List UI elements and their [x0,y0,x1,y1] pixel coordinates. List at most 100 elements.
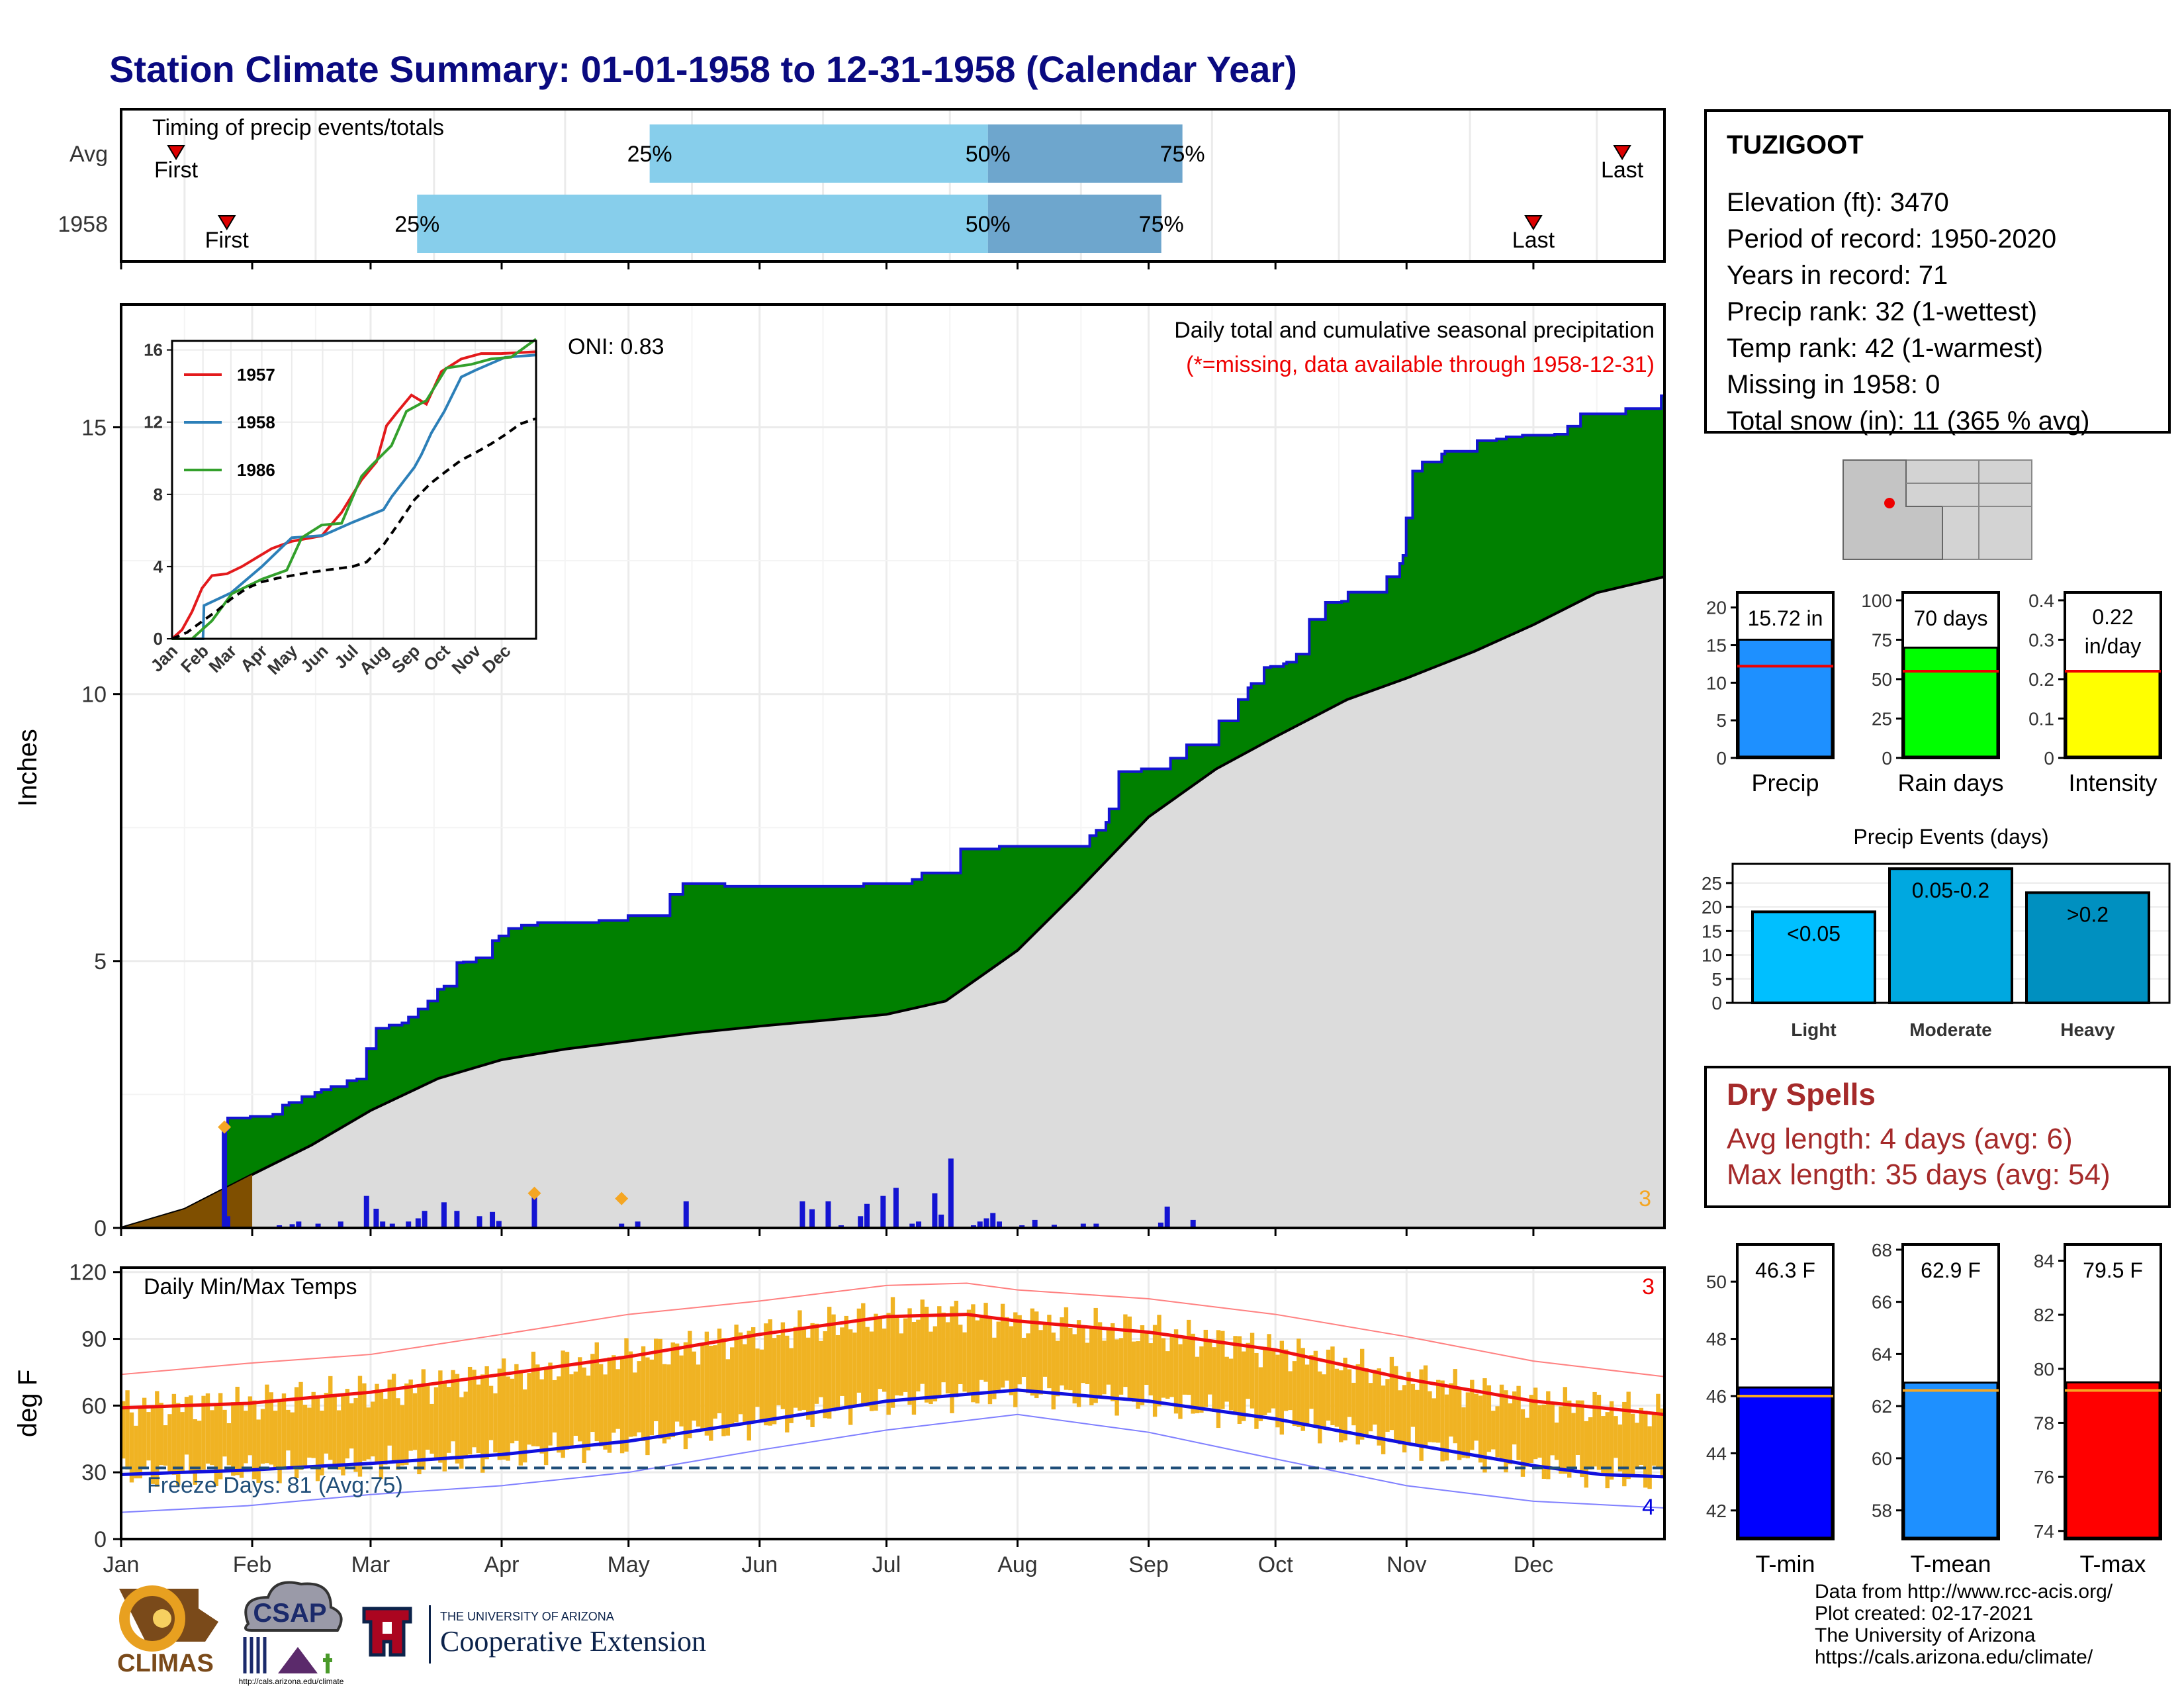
daily-temp-bar [269,1392,274,1465]
daily-temp-bar [1508,1403,1512,1465]
daily-temp-bar [502,1358,506,1460]
daily-temp-bar [252,1400,257,1479]
daily-temp-bar [514,1364,519,1441]
daily-temp-bar [721,1338,726,1436]
daily-temp-bar [1042,1323,1048,1377]
daily-temp-bar [1377,1368,1381,1446]
daily-temp-bar [1173,1329,1179,1414]
daily-precip-bar [683,1201,689,1228]
daily-temp-bar [785,1335,790,1432]
station-details: Elevation (ft): 3470 Period of record: 1… [1727,185,2089,440]
daily-temp-bar [1647,1426,1652,1489]
csap-logo-url: http://cals.arizona.edu/climate [239,1677,344,1686]
daily-temp-bar [586,1376,591,1451]
daily-temp-bar [218,1393,223,1479]
daily-temp-bar [442,1382,447,1472]
daily-precip-bar [315,1223,321,1228]
summary-bar-label: Rain days [1897,769,2003,796]
daily-temp-bar [184,1397,189,1455]
daily-temp-bar [1034,1311,1039,1399]
daily-temp-bar [692,1351,696,1421]
daily-temp-bar [941,1312,946,1383]
temp-summary-bar-1: 58 60 62 64 66 68 62.9 F T-mean [1872,1240,2000,1577]
daily-temp-bar [945,1322,950,1393]
dry-spells-title: Dry Spells [1727,1077,1876,1111]
daily-temp-bar [1630,1413,1635,1477]
daily-temp-bar [1220,1331,1225,1409]
daily-temp-bar [1191,1333,1195,1414]
daily-temp-bar [1605,1412,1610,1489]
daily-temp-bar [1199,1346,1204,1413]
daily-temp-bar [996,1321,1001,1390]
daily-temp-bar [1300,1348,1305,1431]
daily-precip-bar [990,1213,996,1228]
timing-panel-border [120,108,1666,263]
daily-temp-bar [861,1303,866,1404]
events-ytick-label: 15 [1702,921,1722,941]
temp-bar-ytick-label: 66 [1872,1292,1892,1313]
events-ytick-label: 25 [1702,873,1722,894]
daily-temp-bar [1444,1394,1449,1461]
daily-temp-bar [459,1397,464,1469]
daily-temp-bar [1355,1364,1360,1445]
daily-precip-bar [983,1218,989,1228]
daily-temp-bar [1250,1333,1255,1409]
daily-temp-bar [1309,1355,1314,1409]
daily-precip-bar [1190,1219,1196,1228]
daily-temp-bar [1304,1364,1310,1425]
daily-temp-bar [1457,1388,1462,1460]
daily-temp-bar [1076,1320,1081,1407]
last-event-marker [1613,145,1631,160]
daily-temp-bar [1085,1342,1090,1385]
summary-bar-2: 0 0.1 0.2 0.3 0.4 0.22 in/day Intensity [2028,590,2162,796]
daily-temp-bar [1575,1400,1580,1456]
daily-temp-bar [1148,1343,1153,1395]
temp-bar-ytick-label: 60 [1872,1448,1892,1469]
daily-precip-bar [996,1221,1002,1228]
temp-summary-bar-0: 42 44 46 48 50 46.3 F T-min [1706,1243,1835,1577]
station-info-box: TUZIGOOT Elevation (ft): 3470 Period of … [1704,109,2171,436]
daily-temp-bar [235,1386,240,1476]
daily-temp-bar [1423,1365,1428,1448]
daily-temp-bar [827,1307,832,1419]
daily-temp-bar [730,1347,735,1425]
daily-temp-bar [882,1328,887,1392]
timing-p25-label: 25% [627,142,672,167]
daily-precip-bar [635,1221,641,1228]
daily-temp-bar [561,1350,565,1458]
daily-temp-bar [205,1393,210,1464]
daily-temp-bar [150,1408,156,1484]
daily-temp-bar [674,1343,680,1422]
summary-bar-label: Intensity [2068,769,2157,796]
daily-temp-bar [336,1410,341,1470]
daily-temp-bar [244,1411,248,1464]
daily-temp-bar [696,1364,701,1427]
daily-temp-bar [700,1343,705,1429]
daily-temp-bar [797,1310,802,1411]
daily-precip-bar [289,1224,295,1228]
daily-temp-bar [1030,1308,1035,1396]
daily-precip-bar [454,1211,460,1228]
daily-temp-bar [488,1385,494,1440]
deficit-area [121,1174,253,1228]
daily-precip-bar [380,1221,386,1228]
daily-temp-bar [248,1396,253,1456]
daily-temp-bar [1279,1340,1284,1435]
daily-temp-bar [1334,1368,1340,1427]
daily-temp-bar [1465,1392,1471,1459]
daily-temp-bar [890,1297,895,1408]
daily-temp-bar [155,1391,159,1487]
timing-p25-label: 25% [394,212,439,237]
daily-precip-bar [880,1196,886,1228]
daily-temp-bar [979,1316,984,1380]
daily-temp-bar [1237,1336,1242,1425]
daily-temp-bar [307,1407,312,1458]
climas-logo-text: CLIMAS [117,1650,214,1677]
daily-precip-bar [932,1193,938,1228]
daily-temp-bar [1364,1368,1369,1437]
station-missing: Missing in 1958: 0 [1727,370,1940,399]
daily-temp-bar [1292,1361,1297,1427]
temp-bar-ytick-label: 80 [2034,1359,2054,1380]
daily-temp-bar [391,1374,396,1461]
inset-legend-label: 1957 [237,365,275,385]
